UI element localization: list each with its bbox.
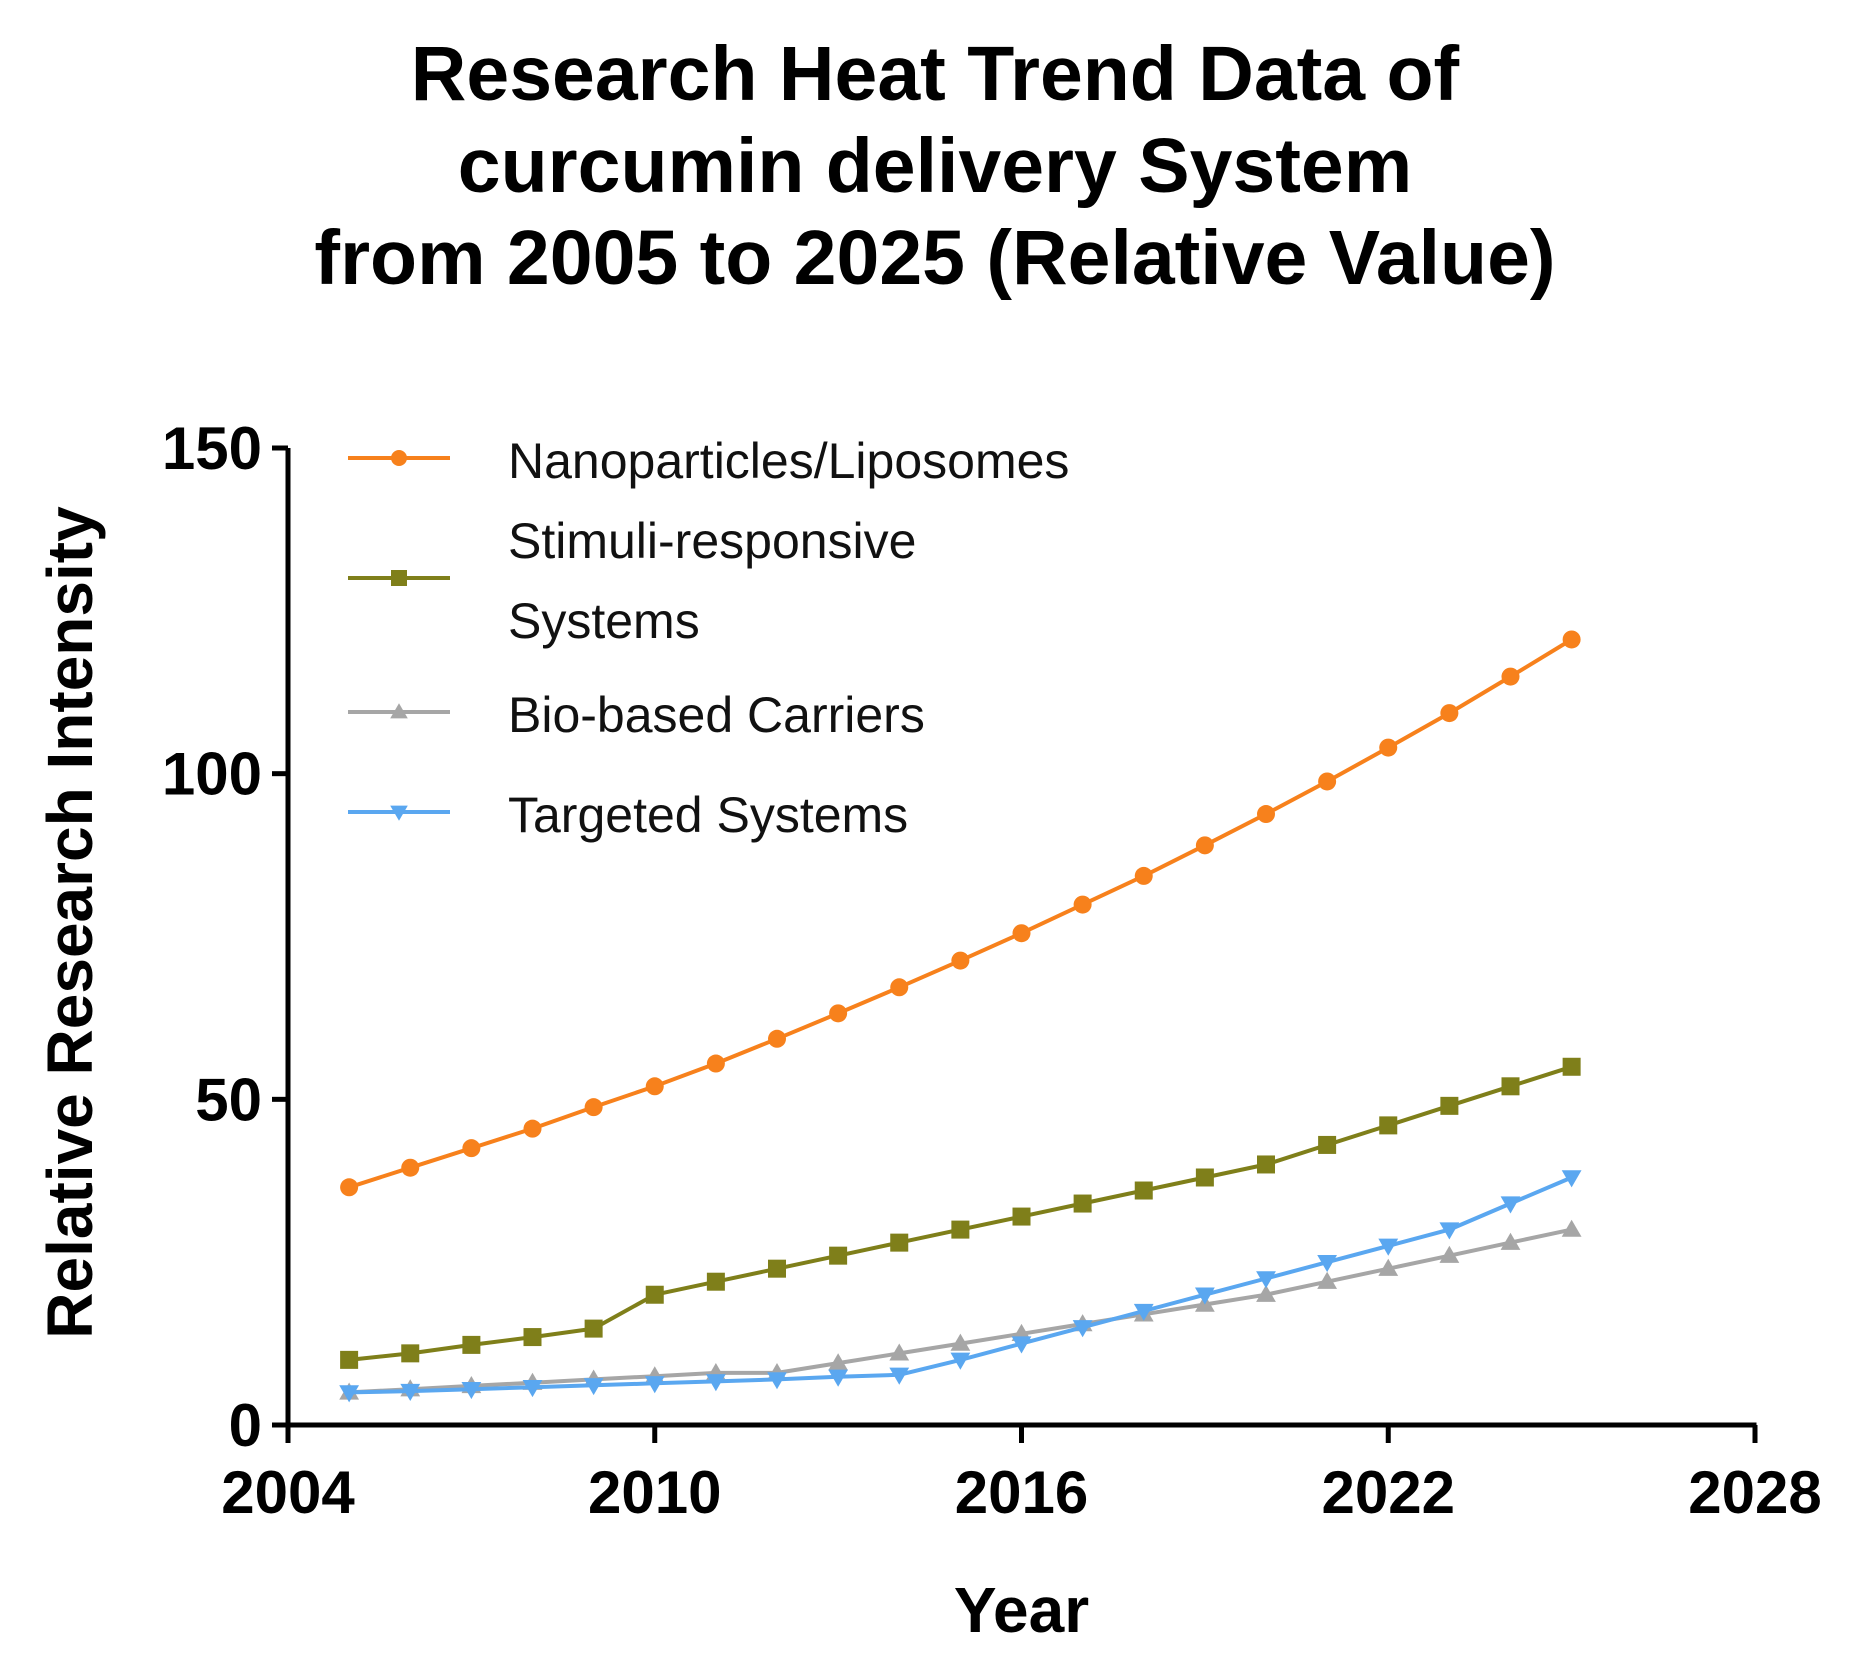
data-point-nanoparticles-liposomes	[523, 1119, 542, 1138]
data-point-targeted-systems	[1256, 1271, 1276, 1289]
data-point-targeted-systems	[583, 1378, 604, 1396]
data-point-targeted-systems	[461, 1381, 482, 1400]
data-point-bio-based-carriers	[1500, 1232, 1521, 1250]
data-point-targeted-systems	[705, 1374, 726, 1392]
data-point-stimuli-responsive-systems	[584, 1319, 603, 1338]
data-point-targeted-systems	[767, 1372, 787, 1390]
data-point-nanoparticles-liposomes	[768, 1029, 786, 1048]
x-tick-label: 2010	[588, 1459, 721, 1526]
data-point-stimuli-responsive-systems	[523, 1328, 542, 1347]
data-point-targeted-systems	[1194, 1287, 1215, 1305]
data-point-bio-based-carriers	[828, 1353, 849, 1371]
data-point-stimuli-responsive-systems	[1318, 1135, 1337, 1154]
data-point-targeted-systems	[1317, 1254, 1338, 1273]
x-tick-label: 2004	[221, 1459, 355, 1526]
data-point-stimuli-responsive-systems	[1134, 1181, 1153, 1200]
series-line-stimuli-responsive-systems	[348, 1064, 1573, 1362]
data-point-nanoparticles-liposomes	[1379, 738, 1398, 757]
data-point-nanoparticles-liposomes	[462, 1139, 481, 1158]
data-point-bio-based-carriers	[889, 1343, 910, 1361]
data-point-targeted-systems	[889, 1367, 910, 1385]
y-tick-label: 100	[162, 741, 262, 808]
legend-label-stimuli-responsive-systems: Stimuli-responsive	[508, 513, 916, 569]
data-point-targeted-systems	[1500, 1196, 1521, 1214]
data-point-targeted-systems	[950, 1352, 971, 1370]
data-point-nanoparticles-liposomes	[340, 1178, 359, 1197]
x-tick-label: 2016	[955, 1459, 1088, 1526]
data-point-nanoparticles-liposomes	[1012, 924, 1031, 943]
y-tick-label: 150	[162, 415, 262, 482]
data-point-bio-based-carriers	[1561, 1219, 1582, 1237]
data-point-stimuli-responsive-systems	[890, 1233, 909, 1252]
x-tick-label: 2022	[1322, 1459, 1455, 1526]
chart-title-line-2: curcumin delivery System	[457, 123, 1413, 209]
data-point-nanoparticles-liposomes	[1134, 866, 1153, 885]
x-tick-label: 2028	[1688, 1459, 1821, 1526]
data-point-targeted-systems	[339, 1385, 360, 1403]
chart-title: Research Heat Trend Data of curcumin del…	[0, 28, 1870, 304]
legend-label-nanoparticles-liposomes: Nanoparticles/Liposomes	[508, 433, 1069, 489]
data-point-stimuli-responsive-systems	[462, 1335, 481, 1354]
data-point-nanoparticles-liposomes	[645, 1077, 664, 1096]
y-axis-title: Relative Research Intensity	[34, 506, 106, 1339]
data-point-stimuli-responsive-systems	[1073, 1194, 1092, 1213]
data-point-bio-based-carriers	[1256, 1284, 1276, 1302]
data-point-stimuli-responsive-systems	[1562, 1057, 1581, 1076]
chart-title-line-1: Research Heat Trend Data of	[410, 31, 1460, 117]
data-point-bio-based-carriers	[950, 1333, 971, 1351]
data-point-stimuli-responsive-systems	[1257, 1155, 1275, 1174]
data-point-stimuli-responsive-systems	[1012, 1207, 1031, 1226]
data-point-nanoparticles-liposomes	[1501, 667, 1520, 686]
legend-marker-nanoparticles-liposomes	[391, 450, 407, 466]
legend-marker-bio-based-carriers	[390, 703, 408, 719]
data-point-nanoparticles-liposomes	[706, 1054, 725, 1073]
x-axis-title: Year	[954, 1574, 1089, 1646]
data-point-stimuli-responsive-systems	[1440, 1096, 1459, 1115]
legend-label-bio-based-carriers: Bio-based Carriers	[508, 687, 925, 743]
data-point-stimuli-responsive-systems	[340, 1350, 359, 1369]
data-point-nanoparticles-liposomes	[890, 978, 909, 997]
data-point-nanoparticles-liposomes	[401, 1158, 420, 1177]
data-point-targeted-systems	[1072, 1320, 1093, 1338]
data-point-stimuli-responsive-systems	[768, 1259, 786, 1278]
data-point-nanoparticles-liposomes	[1440, 704, 1459, 723]
data-point-nanoparticles-liposomes	[1073, 895, 1092, 914]
data-point-targeted-systems	[1439, 1222, 1460, 1240]
legend-marker-stimuli-responsive-systems	[391, 570, 407, 586]
data-point-nanoparticles-liposomes	[1195, 836, 1214, 855]
data-point-stimuli-responsive-systems	[645, 1285, 664, 1304]
chart-title-line-3: from 2005 to 2025 (Relative Value)	[314, 215, 1556, 301]
y-tick-label: 0	[229, 1392, 262, 1459]
data-point-nanoparticles-liposomes	[584, 1098, 603, 1117]
data-point-targeted-systems	[644, 1376, 665, 1394]
data-point-stimuli-responsive-systems	[829, 1246, 848, 1265]
data-point-nanoparticles-liposomes	[1562, 630, 1581, 649]
data-point-nanoparticles-liposomes	[829, 1004, 848, 1023]
data-point-stimuli-responsive-systems	[401, 1344, 420, 1363]
legend-marker-targeted-systems	[390, 805, 408, 821]
data-point-nanoparticles-liposomes	[1257, 805, 1275, 824]
data-point-targeted-systems	[1561, 1170, 1582, 1188]
data-point-stimuli-responsive-systems	[951, 1220, 970, 1239]
y-tick-label: 50	[195, 1066, 262, 1133]
data-point-targeted-systems	[1133, 1303, 1154, 1321]
data-point-bio-based-carriers	[1317, 1271, 1338, 1289]
legend-label-targeted-systems: Targeted Systems	[508, 787, 908, 843]
legend-label-stimuli-responsive-systems: Systems	[508, 593, 700, 649]
data-point-stimuli-responsive-systems	[706, 1272, 725, 1291]
data-point-nanoparticles-liposomes	[1318, 772, 1337, 791]
data-point-stimuli-responsive-systems	[1379, 1116, 1398, 1135]
data-point-bio-based-carriers	[1439, 1245, 1460, 1263]
data-point-targeted-systems	[1378, 1238, 1399, 1256]
data-point-stimuli-responsive-systems	[1501, 1077, 1520, 1096]
data-point-bio-based-carriers	[1378, 1258, 1399, 1276]
data-point-targeted-systems	[1011, 1336, 1032, 1354]
data-point-targeted-systems	[400, 1383, 421, 1402]
data-point-targeted-systems	[828, 1369, 849, 1387]
data-point-nanoparticles-liposomes	[951, 951, 970, 970]
data-point-targeted-systems	[522, 1380, 543, 1398]
data-point-stimuli-responsive-systems	[1195, 1168, 1214, 1187]
